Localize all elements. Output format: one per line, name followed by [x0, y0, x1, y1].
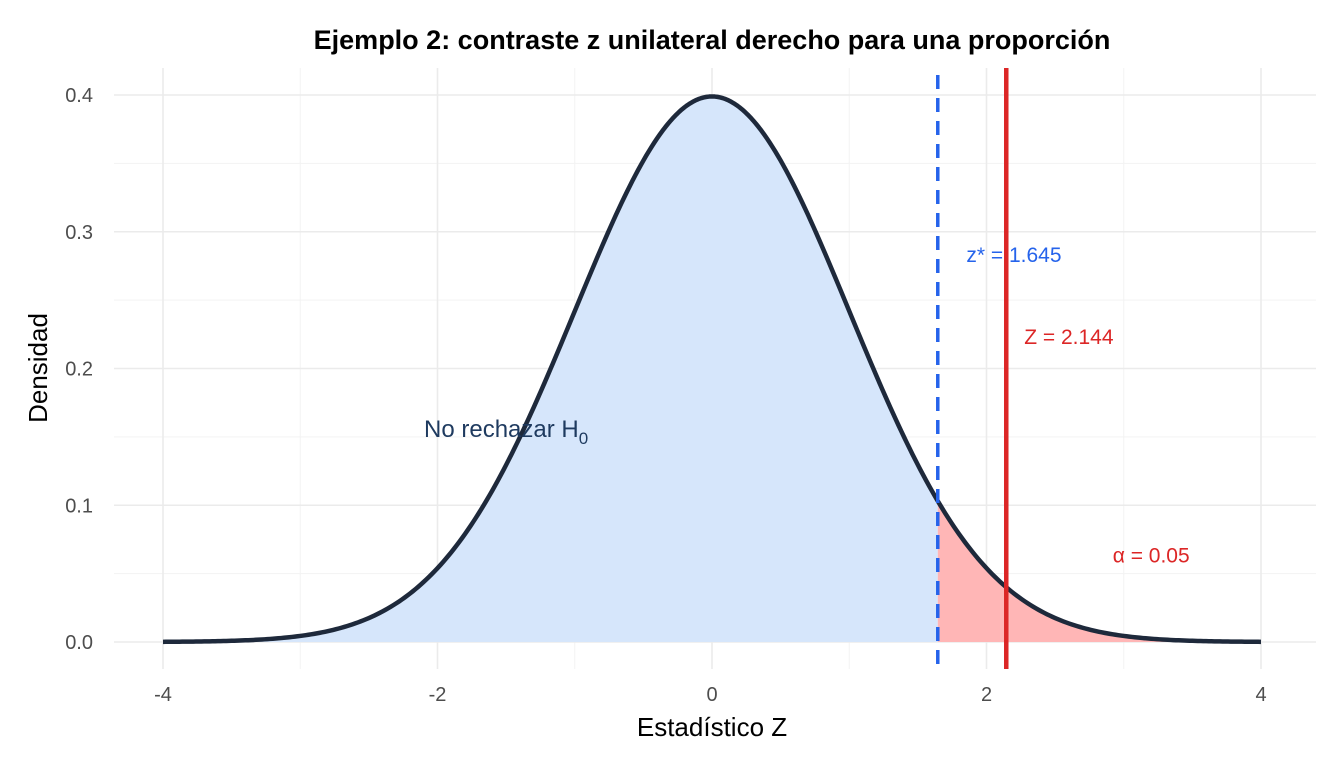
annotation-0: No rechazar H0 — [424, 416, 588, 448]
y-tick-label: 0.0 — [65, 632, 93, 654]
x-tick-label: 0 — [706, 684, 717, 706]
annotations: No rechazar H0 α = 0.05 z* = 1.645 Z = 2.14… — [424, 244, 1190, 568]
annotation-subscript: 0 — [579, 429, 588, 448]
x-tick-label: -4 — [154, 684, 172, 706]
chart-title: Ejemplo 2: contraste z unilateral derech… — [314, 25, 1111, 55]
y-tick-label: 0.1 — [65, 495, 93, 517]
x-tick-label: -2 — [429, 684, 447, 706]
density-curve — [162, 94, 1262, 645]
axis-ticks: -4 -2 0 2 4 0.0 0.1 0.2 0.3 0.4 — [65, 85, 1266, 706]
annotation-2: z* = 1.645 — [966, 244, 1061, 267]
y-tick-label: 0.3 — [65, 222, 93, 244]
annotation-3: Z = 2.144 — [1024, 326, 1114, 349]
y-axis-title: Densidad — [23, 313, 53, 423]
y-tick-label: 0.4 — [65, 85, 93, 107]
x-tick-label: 4 — [1255, 684, 1266, 706]
area-no-reject — [163, 96, 938, 642]
normal-density-line — [162, 94, 1262, 645]
reference-lines — [936, 68, 1009, 669]
density-areas — [163, 96, 1261, 642]
x-axis-title: Estadístico Z — [637, 712, 787, 742]
annotation-1: α = 0.05 — [1113, 545, 1190, 568]
x-tick-label: 2 — [981, 684, 992, 706]
area-reject — [937, 501, 1261, 642]
y-tick-label: 0.2 — [65, 359, 93, 381]
